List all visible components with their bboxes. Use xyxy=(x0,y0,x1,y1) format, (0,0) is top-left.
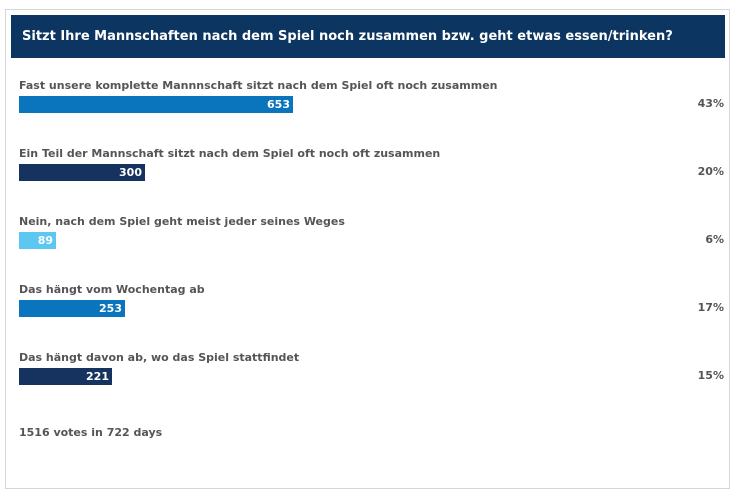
answer-label: Ein Teil der Mannschaft sitzt nach dem S… xyxy=(19,147,441,160)
answer-vote-count: 300 xyxy=(119,166,142,179)
answer-label: Fast unsere komplette Mannnschaft sitzt … xyxy=(19,79,498,92)
poll-vote-summary: 1516 votes in 722 days xyxy=(19,426,163,439)
answer-percent: 20% xyxy=(697,165,724,178)
answer-vote-count: 89 xyxy=(37,234,53,247)
poll-answer: Das hängt davon ab, wo das Spiel stattfi… xyxy=(19,351,724,411)
poll-answer: Ein Teil der Mannschaft sitzt nach dem S… xyxy=(19,147,724,207)
answer-bar: 89 xyxy=(19,232,56,249)
answer-bar: 253 xyxy=(19,300,125,317)
answer-percent: 6% xyxy=(705,233,724,246)
answer-vote-count: 653 xyxy=(267,98,290,111)
poll-widget: Sitzt Ihre Mannschaften nach dem Spiel n… xyxy=(5,9,730,489)
poll-answer: Fast unsere komplette Mannnschaft sitzt … xyxy=(19,79,724,139)
poll-question: Sitzt Ihre Mannschaften nach dem Spiel n… xyxy=(11,15,725,58)
answer-percent: 43% xyxy=(697,97,724,110)
poll-answer: Nein, nach dem Spiel geht meist jeder se… xyxy=(19,215,724,275)
answer-percent: 15% xyxy=(697,369,724,382)
answer-label: Das hängt vom Wochentag ab xyxy=(19,283,205,296)
answer-percent: 17% xyxy=(697,301,724,314)
answer-vote-count: 221 xyxy=(86,370,109,383)
answer-bar: 300 xyxy=(19,164,145,181)
answer-bar: 653 xyxy=(19,96,293,113)
answer-label: Nein, nach dem Spiel geht meist jeder se… xyxy=(19,215,345,228)
answer-vote-count: 253 xyxy=(99,302,122,315)
poll-answer: Das hängt vom Wochentag ab 253 17% xyxy=(19,283,724,343)
answer-label: Das hängt davon ab, wo das Spiel stattfi… xyxy=(19,351,300,364)
answer-bar: 221 xyxy=(19,368,112,385)
